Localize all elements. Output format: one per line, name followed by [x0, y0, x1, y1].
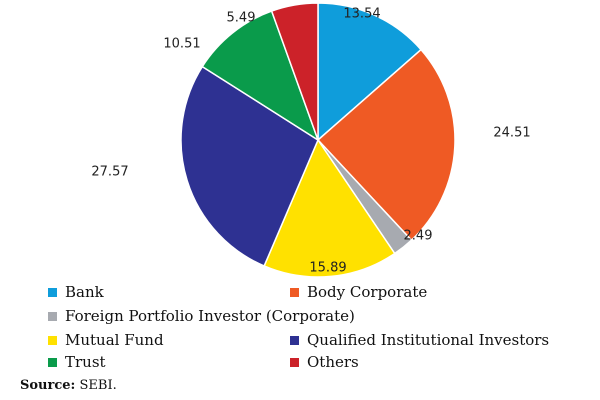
legend-swatch-trust: [48, 358, 57, 367]
value-label-others: 5.49: [227, 11, 256, 26]
value-label-bank: 13.54: [343, 7, 380, 22]
legend-item-trust: Trust: [48, 354, 106, 371]
legend-label-trust: Trust: [65, 353, 106, 371]
legend-swatch-others: [290, 358, 299, 367]
pie-slices: [180, 2, 456, 278]
pie-slice-bank: [317, 2, 423, 142]
legend-item-foreign-portfolio-investor: Foreign Portfolio Investor (Corporate): [48, 308, 355, 325]
legend-swatch-foreign-portfolio-investor: [48, 312, 57, 321]
legend-item-others: Others: [290, 354, 359, 371]
legend: Bank Body Corporate Foreign Portfolio In…: [48, 284, 588, 376]
legend-swatch-body-corporate: [290, 288, 299, 297]
pie-slice-body-corporate: [316, 48, 456, 242]
legend-item-body-corporate: Body Corporate: [290, 284, 427, 301]
source-key: Source:: [20, 378, 76, 393]
legend-swatch-bank: [48, 288, 57, 297]
pie-slice-trust: [201, 10, 320, 142]
pie-chart: 13.54 24.51 2.49 15.89 27.57 10.51 5.49: [91, 2, 531, 278]
value-label-foreign-portfolio-investor: 2.49: [404, 229, 433, 244]
legend-label-bank: Bank: [65, 283, 104, 301]
pie-slice-others: [270, 2, 319, 141]
pie-slice-qualified-institutional-investors: [180, 65, 319, 267]
source-note: Source: SEBI.: [20, 378, 117, 393]
legend-label-foreign-portfolio-investor: Foreign Portfolio Investor (Corporate): [65, 307, 355, 325]
legend-label-mutual-fund: Mutual Fund: [65, 331, 164, 349]
value-label-qualified-institutional-investors: 27.57: [91, 165, 128, 180]
pie-value-labels: 13.54 24.51 2.49 15.89 27.57 10.51 5.49: [91, 7, 530, 276]
legend-swatch-qualified-institutional-investors: [290, 336, 299, 345]
value-label-body-corporate: 24.51: [493, 126, 530, 141]
source-text: SEBI.: [75, 378, 117, 393]
value-label-mutual-fund: 15.89: [309, 261, 346, 276]
legend-label-qualified-institutional-investors: Qualified Institutional Investors: [307, 331, 550, 349]
legend-label-others: Others: [307, 353, 359, 371]
legend-label-body-corporate: Body Corporate: [307, 283, 428, 301]
legend-item-bank: Bank: [48, 284, 104, 301]
value-label-trust: 10.51: [163, 37, 200, 52]
legend-item-qualified-institutional-investors: Qualified Institutional Investors: [290, 332, 549, 349]
pie-slice-mutual-fund: [263, 138, 396, 278]
legend-swatch-mutual-fund: [48, 336, 57, 345]
legend-item-mutual-fund: Mutual Fund: [48, 332, 164, 349]
